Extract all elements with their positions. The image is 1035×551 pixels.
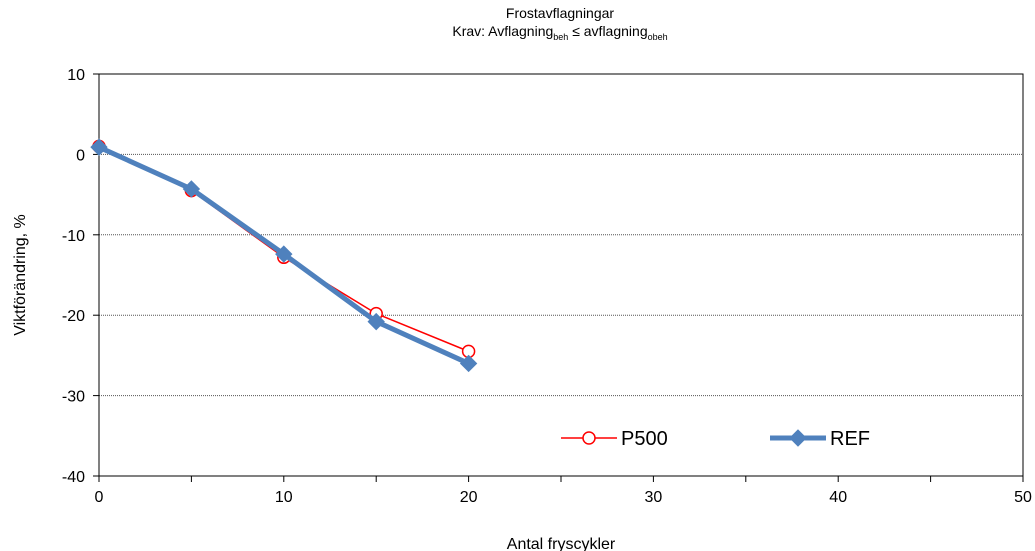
data-point-ref xyxy=(182,180,201,198)
subtitle-sub-beh: beh xyxy=(553,31,569,42)
y-tick-label: -20 xyxy=(62,308,85,325)
plot-area-frame xyxy=(98,73,1024,477)
x-tick-label: 20 xyxy=(460,489,478,506)
x-tick-label: 40 xyxy=(829,489,847,506)
y-tick-label: 10 xyxy=(67,67,85,84)
legend: P500 REF xyxy=(561,428,870,450)
y-axis-label: Viktförändring, % xyxy=(12,214,29,336)
x-tick-label: 50 xyxy=(1014,489,1032,506)
series-ref xyxy=(90,138,478,373)
data-point-ref xyxy=(459,354,478,373)
subtitle-prefix: Krav: Avflagning xyxy=(452,23,554,39)
y-tick-label: 0 xyxy=(76,147,85,164)
data-point-ref xyxy=(90,138,108,156)
grid-lines xyxy=(99,153,1023,397)
data-point-ref xyxy=(367,312,385,331)
y-tick-label: -40 xyxy=(62,469,85,486)
legend-label-ref: REF xyxy=(830,428,870,450)
y-tick-label: -30 xyxy=(62,389,85,406)
x-tick-label: 10 xyxy=(275,489,293,506)
x-tick-label: 30 xyxy=(645,489,663,506)
series-layer xyxy=(90,138,478,373)
subtitle-sub-obeh: obeh xyxy=(647,31,668,42)
chart-title: Frostavflagningar xyxy=(505,5,615,21)
data-point-ref xyxy=(275,245,293,263)
chart-subtitle: Krav: Avflagningbeh ≤ avflagningobeh xyxy=(0,23,1035,42)
legend-marker-ref xyxy=(789,429,807,447)
y-tick-label: -10 xyxy=(62,228,85,245)
x-axis-label: Antal fryscykler xyxy=(507,536,616,551)
legend-label-p500: P500 xyxy=(621,428,668,450)
legend-marker-p500 xyxy=(582,431,596,445)
x-tick-label: 0 xyxy=(95,489,104,506)
subtitle-middle: ≤ avflagning xyxy=(568,23,648,39)
axis-ticks: 10 0 -10 -20 -30 -40 0 10 20 30 40 50 xyxy=(62,67,1032,506)
